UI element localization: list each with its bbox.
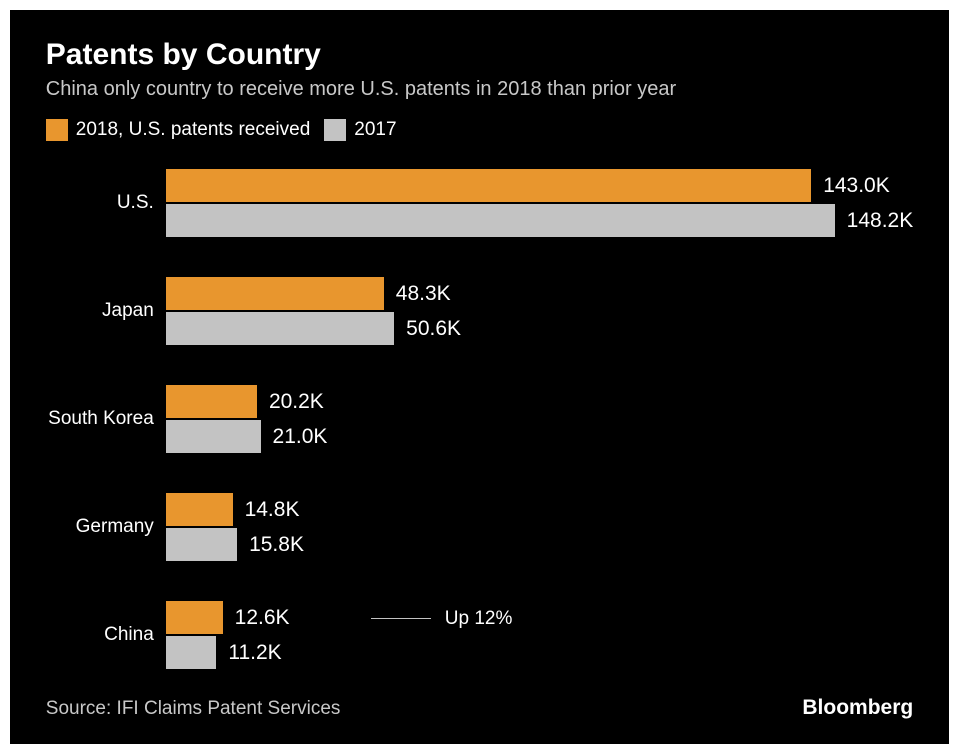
- bar-2018: 12.6K: [166, 601, 913, 634]
- source-text: Source: IFI Claims Patent Services: [46, 698, 341, 720]
- category-label: China: [46, 624, 166, 646]
- category-label: Japan: [46, 300, 166, 322]
- legend-item-2018: 2018, U.S. patents received: [46, 119, 310, 141]
- bar-2017: 148.2K: [166, 204, 913, 237]
- bar-pair: 143.0K 148.2K: [166, 169, 913, 237]
- bar-row: U.S. 143.0K 148.2K: [46, 169, 913, 237]
- bar-pair: 48.3K 50.6K: [166, 277, 913, 345]
- bar-rect: [166, 420, 261, 453]
- bar-row: Japan 48.3K 50.6K: [46, 277, 913, 345]
- category-label: Germany: [46, 516, 166, 538]
- annotation-line: [371, 618, 431, 619]
- bar-value-label: 14.8K: [245, 498, 300, 522]
- bar-row: South Korea 20.2K 21.0K: [46, 385, 913, 453]
- legend: 2018, U.S. patents received 2017: [46, 119, 913, 141]
- legend-label-2018: 2018, U.S. patents received: [76, 119, 310, 141]
- chart-subtitle: China only country to receive more U.S. …: [46, 78, 913, 101]
- bar-rect: [166, 169, 811, 202]
- bar-2017: 15.8K: [166, 528, 913, 561]
- bar-rect: [166, 277, 384, 310]
- bar-rect: [166, 528, 237, 561]
- bar-value-label: 148.2K: [847, 209, 914, 233]
- legend-swatch-2017: [324, 119, 346, 141]
- bar-rect: [166, 312, 394, 345]
- bar-row: Germany 14.8K 15.8K: [46, 493, 913, 561]
- annotation: Up 12%: [371, 608, 513, 630]
- bar-value-label: 48.3K: [396, 282, 451, 306]
- chart-title: Patents by Country: [46, 38, 913, 72]
- bar-2017: 11.2K: [166, 636, 913, 669]
- bar-value-label: 143.0K: [823, 174, 890, 198]
- bar-2017: 21.0K: [166, 420, 913, 453]
- bar-2018: 48.3K: [166, 277, 913, 310]
- bar-rect: [166, 204, 835, 237]
- bar-value-label: 20.2K: [269, 390, 324, 414]
- legend-item-2017: 2017: [324, 119, 396, 141]
- chart-container: Patents by Country China only country to…: [10, 10, 949, 744]
- bar-2017: 50.6K: [166, 312, 913, 345]
- bar-pair: 14.8K 15.8K: [166, 493, 913, 561]
- bar-rect: [166, 636, 217, 669]
- bar-2018: 20.2K: [166, 385, 913, 418]
- bar-value-label: 11.2K: [228, 641, 281, 665]
- category-label: South Korea: [46, 408, 166, 430]
- bar-value-label: 50.6K: [406, 317, 461, 341]
- brand-text: Bloomberg: [802, 696, 913, 720]
- annotation-text: Up 12%: [445, 608, 513, 630]
- bar-2018: 143.0K: [166, 169, 913, 202]
- bar-2018: 14.8K: [166, 493, 913, 526]
- bar-rect: [166, 385, 257, 418]
- bars-area: U.S. 143.0K 148.2K Japan 48.3K 50.6K South Kor…: [46, 169, 913, 669]
- legend-swatch-2018: [46, 119, 68, 141]
- bar-value-label: 15.8K: [249, 533, 304, 557]
- bar-rect: [166, 601, 223, 634]
- bar-row: China 12.6K 11.2K Up 12%: [46, 601, 913, 669]
- bar-pair: 20.2K 21.0K: [166, 385, 913, 453]
- bar-value-label: 12.6K: [235, 606, 290, 630]
- bar-pair: 12.6K 11.2K Up 12%: [166, 601, 913, 669]
- bar-value-label: 21.0K: [273, 425, 328, 449]
- category-label: U.S.: [46, 192, 166, 214]
- bar-rect: [166, 493, 233, 526]
- legend-label-2017: 2017: [354, 119, 396, 141]
